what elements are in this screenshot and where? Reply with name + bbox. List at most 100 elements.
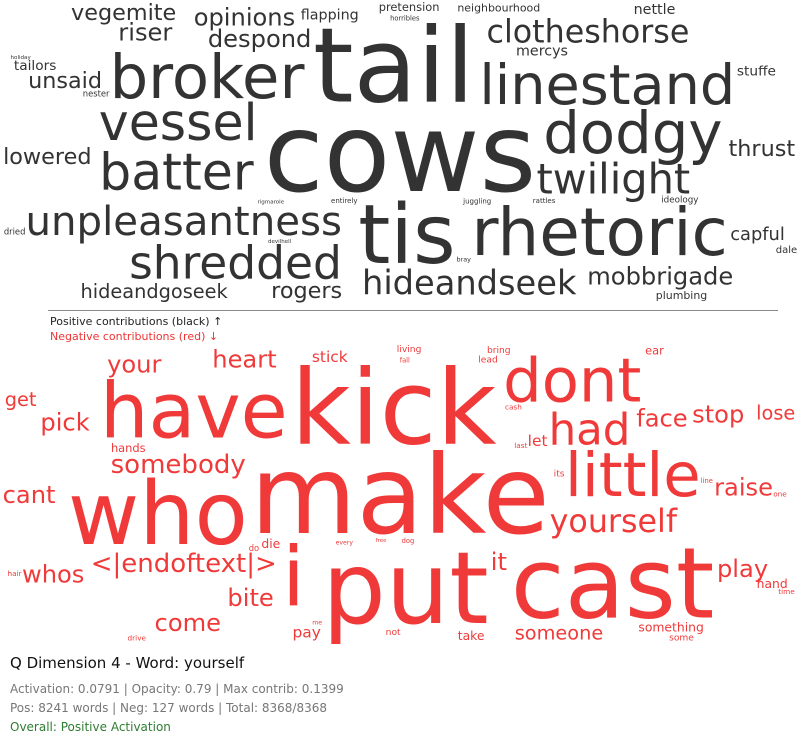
word-heart: heart — [212, 346, 276, 374]
word-tail: tail — [313, 7, 475, 127]
word-i: i — [282, 530, 305, 625]
word-who: who — [68, 463, 248, 565]
word-get: get — [5, 388, 37, 411]
activation-metrics: Activation: 0.0791 | Opacity: 0.79 | Max… — [10, 682, 344, 696]
word-vegemite: vegemite — [71, 0, 176, 26]
word-riser: riser — [118, 18, 172, 46]
word-broker: broker — [110, 43, 305, 113]
word-dodgy: dodgy — [543, 99, 722, 167]
word-hair: hair — [8, 569, 22, 578]
word-line: line — [701, 477, 713, 485]
legend-divider — [48, 310, 778, 311]
word-rogers: rogers — [271, 278, 342, 304]
word-endoftext: <|endoftext|> — [91, 549, 277, 579]
word-dale: dale — [776, 245, 797, 256]
word-little: little — [565, 441, 701, 511]
word-capful: capful — [730, 224, 785, 245]
word-let: let — [528, 432, 548, 450]
word-raise: raise — [714, 473, 773, 501]
word-rattles: rattles — [533, 196, 556, 205]
word-nester: nester — [83, 89, 110, 99]
word-free: free — [376, 538, 388, 544]
word-dont: dont — [503, 346, 641, 416]
word-stick: stick — [312, 348, 348, 366]
word-neighbourhood: neighbourhood — [457, 2, 540, 15]
word-plumbing: plumbing — [656, 289, 708, 302]
word-hand: hand — [757, 577, 788, 591]
word-cash: cash — [505, 403, 522, 412]
word-me: me — [312, 620, 322, 627]
word-rhetoric: rhetoric — [471, 194, 727, 271]
dimension-title: Q Dimension 4 - Word: yourself — [10, 654, 245, 672]
word-entirely: entirely — [331, 196, 358, 205]
word-devilhell: devilhell — [268, 239, 292, 245]
word-yourself: yourself — [550, 504, 678, 540]
word-come: come — [155, 609, 221, 637]
word-last: last — [514, 441, 527, 450]
word-have: have — [100, 367, 288, 456]
word-your: your — [107, 351, 161, 379]
word-ear: ear — [645, 344, 664, 358]
word-rigmarole: rigmarole — [257, 199, 284, 205]
word-cows: cows — [264, 90, 537, 217]
word-some: some — [669, 633, 694, 643]
word-it: it — [491, 548, 507, 576]
word-mercys: mercys — [516, 44, 568, 60]
word-tis: tis — [358, 188, 456, 283]
word-shredded: shredded — [129, 237, 342, 290]
legend-negative: Negative contributions (red) ↓ — [50, 330, 219, 343]
word-flapping: flapping — [301, 8, 359, 24]
word-lose: lose — [756, 402, 795, 425]
word-stop: stop — [692, 400, 744, 428]
word-nettle: nettle — [634, 2, 676, 18]
word-tailors: tailors — [14, 58, 57, 74]
legend-positive: Positive contributions (black) ↑ — [50, 315, 223, 328]
word-bring: bring — [487, 346, 511, 356]
word-pay: pay — [292, 624, 320, 642]
word-juggling: juggling — [462, 196, 491, 205]
word-take: take — [458, 629, 485, 643]
word-dried: dried — [4, 226, 26, 236]
word-holiday: holiday — [11, 55, 32, 61]
word-cant: cant — [3, 481, 56, 509]
word-batter: batter — [99, 142, 254, 201]
word-pretension: pretension — [379, 0, 440, 14]
word-bray: bray — [457, 256, 472, 264]
word-horribles: horribles — [390, 15, 420, 23]
word-had: had — [549, 406, 631, 456]
word-twilight: twilight — [536, 155, 690, 204]
word-drive: drive — [128, 634, 147, 643]
word-make: make — [250, 432, 549, 559]
word-thrust: thrust — [729, 136, 796, 162]
word-fall: fall — [400, 357, 410, 365]
word-linestand: linestand — [479, 53, 735, 118]
word-dog: dog — [402, 537, 415, 545]
word-cast: cast — [511, 527, 715, 641]
word-hands: hands — [111, 441, 146, 455]
word-pick: pick — [40, 409, 89, 437]
word-mobbrigade: mobbrigade — [587, 262, 733, 290]
word-not: not — [386, 628, 401, 638]
word-hideandseek: hideandseek — [362, 263, 577, 302]
word-whos: whos — [22, 560, 84, 588]
word-opinions: opinions — [194, 4, 296, 32]
word-something: something — [638, 621, 703, 635]
word-hideandgoseek: hideandgoseek — [80, 280, 228, 303]
word-unsaid: unsaid — [28, 68, 102, 94]
word-face: face — [636, 405, 687, 433]
word-play: play — [717, 555, 768, 583]
word-die: die — [261, 537, 280, 551]
word-vessel: vessel — [99, 93, 258, 152]
word-somebody: somebody — [111, 450, 246, 480]
word-ideology: ideology — [661, 195, 698, 205]
word-bite: bite — [227, 584, 273, 612]
word-lead: lead — [478, 355, 498, 365]
word-kick: kick — [291, 349, 497, 469]
overall-activation: Overall: Positive Activation — [10, 720, 171, 734]
word-someone: someone — [515, 622, 604, 645]
word-put: put — [322, 530, 488, 647]
word-one: one — [773, 489, 787, 498]
